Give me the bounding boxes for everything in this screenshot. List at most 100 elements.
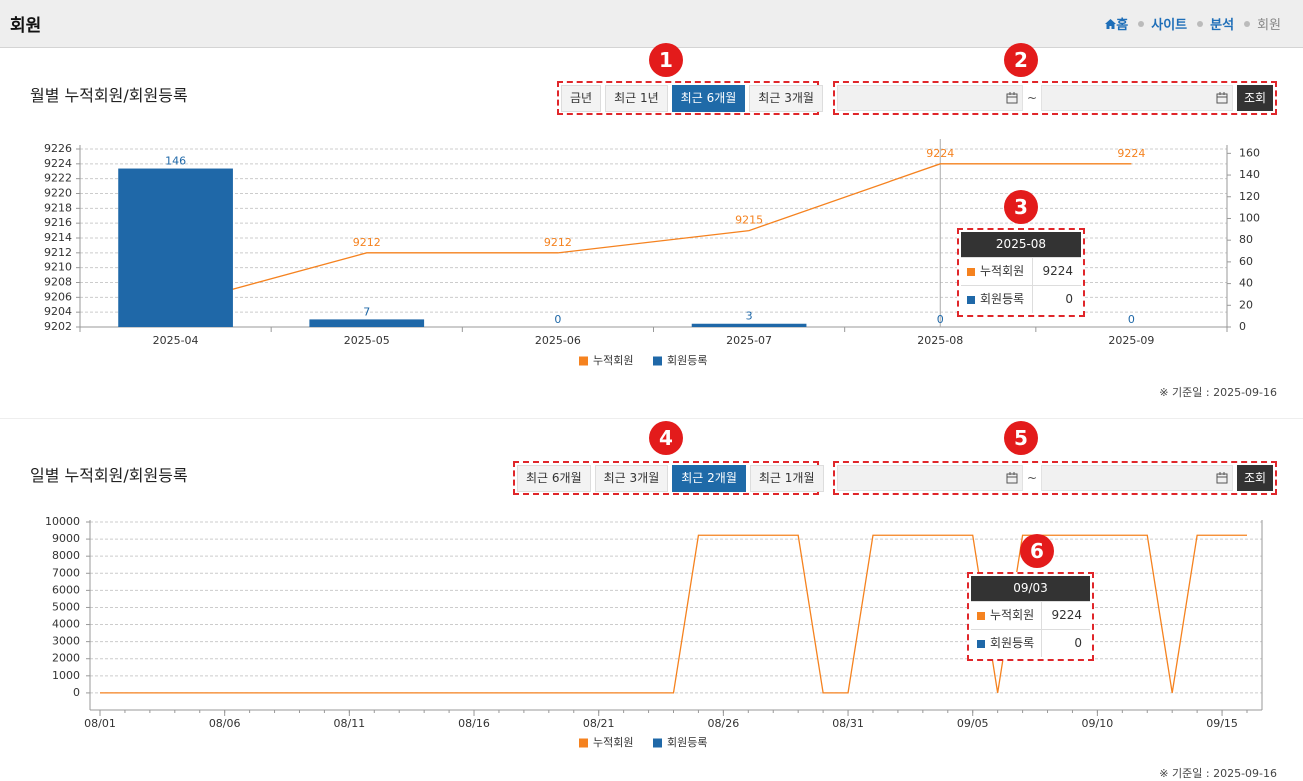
base-date-note: ※ 기준일 : 2025-09-16	[1159, 767, 1277, 780]
y-tick-label: 2000	[52, 652, 80, 665]
y2-tick-label: 60	[1239, 255, 1253, 268]
calendar-icon	[1006, 92, 1018, 104]
date-input[interactable]	[837, 465, 1023, 491]
y-tick-label: 9000	[52, 532, 80, 545]
period-button[interactable]: 최근 2개월	[672, 464, 746, 492]
tooltip-title: 2025-08	[961, 232, 1081, 257]
y-tick-label: 6000	[52, 583, 80, 596]
y-tick-label: 9206	[44, 290, 72, 303]
legend-swatch	[579, 356, 588, 366]
bar-label: 0	[554, 313, 561, 326]
search-button[interactable]: 조회	[1237, 465, 1273, 491]
x-tick-label: 08/31	[832, 717, 864, 730]
x-tick-label: 08/21	[583, 717, 615, 730]
x-tick-label: 08/11	[333, 717, 365, 730]
y-tick-label: 9208	[44, 276, 72, 289]
breadcrumb-link[interactable]: 사이트	[1151, 18, 1188, 33]
bullet	[1244, 20, 1251, 27]
breadcrumb-current: 회원	[1257, 18, 1281, 33]
x-tick-label: 08/06	[209, 717, 241, 730]
breadcrumb: 홈 사이트 분석 회원	[1105, 14, 1281, 33]
y-tick-label: 9222	[44, 172, 72, 185]
y-tick-label: 5000	[52, 600, 80, 613]
y-tick-label: 1000	[52, 669, 80, 682]
period-button[interactable]: 최근 6개월	[671, 84, 746, 112]
legend-label: 회원등록	[667, 354, 707, 367]
legend-swatch	[653, 738, 662, 748]
breadcrumb-home[interactable]: 홈	[1105, 14, 1128, 33]
tooltip-value: 9224	[1051, 608, 1082, 622]
line-label: 9224	[926, 147, 954, 160]
period-button[interactable]: 금년	[561, 84, 602, 112]
x-tick-label: 09/15	[1206, 717, 1238, 730]
breadcrumb-text: 홈	[1116, 18, 1129, 33]
period-button[interactable]: 최근 1년	[605, 84, 668, 112]
y2-tick-label: 100	[1239, 211, 1260, 224]
breadcrumb-link[interactable]: 분석	[1210, 18, 1235, 33]
y-tick-label: 7000	[52, 566, 80, 579]
y-tick-label: 9216	[44, 216, 72, 229]
y-tick-label: 9226	[44, 142, 72, 155]
badge: 6	[1020, 534, 1054, 568]
line-label: 9215	[735, 214, 763, 227]
bar	[118, 168, 233, 327]
search-button[interactable]: 조회	[1237, 85, 1273, 111]
date-range: ~ 조회	[833, 461, 1277, 495]
line	[100, 534, 1247, 694]
period-button[interactable]: 최근 3개월	[594, 464, 669, 492]
legend-swatch	[579, 738, 588, 748]
tooltip-row: 회원등록 0	[971, 629, 1090, 657]
date-separator: ~	[1026, 91, 1038, 105]
y2-tick-label: 140	[1239, 168, 1260, 181]
divider	[0, 418, 1303, 419]
tooltip-value: 9224	[1042, 264, 1073, 278]
swatch	[977, 639, 985, 648]
y2-tick-label: 20	[1239, 298, 1253, 311]
y-tick-label: 10000	[45, 515, 80, 528]
y2-tick-label: 80	[1239, 233, 1253, 246]
tooltip-label: 회원등록	[980, 292, 1025, 306]
bar-label: 0	[1128, 313, 1135, 326]
legend-label: 회원등록	[667, 736, 707, 749]
badge: 3	[1004, 190, 1038, 224]
bar-label: 7	[363, 305, 370, 318]
date-input[interactable]	[1041, 85, 1233, 111]
y-tick-label: 9220	[44, 187, 72, 200]
calendar-icon	[1216, 92, 1228, 104]
tooltip-label: 누적회원	[990, 608, 1035, 622]
swatch	[967, 295, 975, 304]
badge: 4	[649, 421, 683, 455]
date-input[interactable]	[837, 85, 1023, 111]
y-tick-label: 8000	[52, 549, 80, 562]
period-button[interactable]: 최근 6개월	[517, 464, 591, 492]
badge: 5	[1004, 421, 1038, 455]
x-tick-label: 2025-07	[726, 334, 772, 347]
legend-label: 누적회원	[593, 354, 633, 367]
bullet	[1138, 20, 1145, 27]
bar	[691, 323, 807, 327]
bar-label: 0	[937, 313, 944, 326]
x-tick-label: 08/01	[84, 717, 116, 730]
y-tick-label: 9224	[44, 157, 72, 170]
date-input[interactable]	[1041, 465, 1233, 491]
period-button[interactable]: 최근 3개월	[749, 84, 823, 112]
y-tick-label: 9218	[44, 201, 72, 214]
period-buttons: 최근 6개월 최근 3개월 최근 2개월 최근 1개월	[513, 461, 824, 495]
header: 회원 홈 사이트 분석 회원	[0, 0, 1303, 48]
y-tick-label: 9204	[44, 305, 72, 318]
swatch	[977, 611, 985, 620]
y-tick-label: 9214	[44, 231, 72, 244]
tooltip-value: 0	[1074, 636, 1082, 650]
bar-label: 146	[165, 155, 186, 168]
line-label: 9212	[544, 236, 572, 249]
home-icon	[1105, 18, 1117, 29]
bar	[309, 319, 425, 327]
y-tick-label: 9212	[44, 246, 72, 259]
line-label: 9212	[353, 236, 381, 249]
period-button[interactable]: 최근 1개월	[749, 464, 824, 492]
tooltip: 09/03 누적회원 9224 회원등록 0	[967, 572, 1094, 661]
x-tick-label: 09/05	[957, 717, 989, 730]
tooltip-label: 회원등록	[990, 636, 1035, 650]
